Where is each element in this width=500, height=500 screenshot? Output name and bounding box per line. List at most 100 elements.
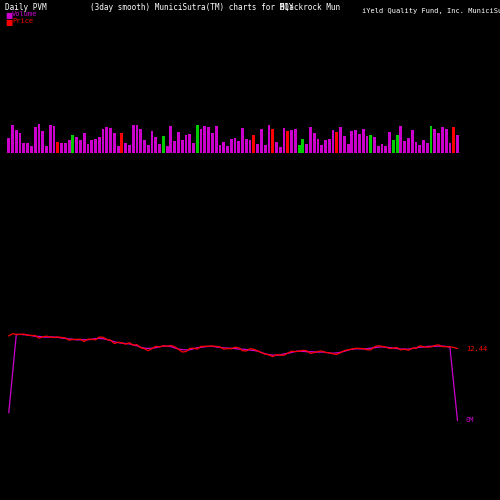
Bar	[264, 145, 266, 152]
Bar	[177, 132, 180, 152]
Bar	[332, 130, 334, 152]
Text: Volume: Volume	[12, 11, 38, 17]
Bar	[136, 125, 138, 152]
Bar	[320, 146, 323, 152]
Text: 12.44: 12.44	[466, 346, 487, 352]
Bar	[181, 140, 184, 152]
Bar	[388, 132, 391, 152]
Bar	[143, 140, 146, 152]
Bar	[373, 137, 376, 152]
Bar	[79, 140, 82, 152]
Text: ■: ■	[5, 11, 12, 20]
Bar	[196, 125, 198, 152]
Bar	[366, 136, 368, 152]
Bar	[362, 130, 364, 152]
Bar	[207, 126, 210, 152]
Text: 0M: 0M	[466, 418, 474, 424]
Bar	[49, 125, 51, 152]
Bar	[98, 136, 100, 152]
Bar	[60, 142, 63, 152]
Bar	[102, 129, 104, 152]
Bar	[26, 144, 29, 152]
Bar	[18, 134, 22, 152]
Bar	[90, 140, 93, 152]
Bar	[370, 135, 372, 152]
Bar	[309, 128, 312, 152]
Bar	[150, 132, 154, 152]
Text: iYeld Quality Fund, Inc. MuniciSutra.com: iYeld Quality Fund, Inc. MuniciSutra.com	[362, 8, 500, 14]
Bar	[305, 144, 308, 152]
Bar	[109, 128, 112, 152]
Bar	[316, 140, 320, 152]
Bar	[238, 140, 240, 152]
Bar	[52, 126, 56, 152]
Bar	[128, 146, 131, 152]
Bar	[448, 142, 452, 152]
Bar	[400, 126, 402, 152]
Bar	[86, 144, 90, 152]
Bar	[279, 146, 281, 152]
Bar	[256, 144, 259, 152]
Bar	[132, 126, 134, 152]
Bar	[422, 140, 425, 152]
Bar	[248, 140, 252, 152]
Text: Price: Price	[12, 18, 33, 24]
Bar	[302, 138, 304, 152]
Bar	[444, 128, 448, 152]
Bar	[140, 128, 142, 152]
Bar	[268, 124, 270, 152]
Bar	[298, 145, 300, 152]
Bar	[452, 126, 455, 152]
Bar	[230, 140, 232, 152]
Bar	[396, 136, 398, 152]
Bar	[245, 139, 248, 152]
Bar	[166, 146, 168, 152]
Bar	[158, 144, 161, 152]
Bar	[411, 130, 414, 152]
Bar	[184, 135, 188, 152]
Bar	[275, 142, 278, 152]
Bar	[336, 132, 338, 152]
Text: ■: ■	[5, 18, 12, 27]
Bar	[214, 126, 218, 152]
Bar	[188, 134, 191, 152]
Bar	[441, 127, 444, 152]
Bar	[407, 138, 410, 152]
Bar	[426, 143, 428, 152]
Bar	[72, 135, 74, 152]
Bar	[343, 136, 346, 152]
Bar	[252, 134, 256, 152]
Bar	[30, 146, 33, 152]
Bar	[45, 146, 48, 152]
Bar	[241, 128, 244, 152]
Bar	[234, 138, 236, 152]
Bar	[226, 146, 229, 152]
Bar	[218, 145, 222, 152]
Bar	[434, 128, 436, 152]
Bar	[290, 130, 293, 152]
Bar	[34, 128, 36, 152]
Bar	[324, 140, 327, 152]
Bar	[154, 137, 157, 152]
Bar	[437, 132, 440, 152]
Bar	[282, 128, 286, 152]
Bar	[211, 134, 214, 152]
Bar	[404, 141, 406, 152]
Bar	[162, 136, 165, 152]
Bar	[83, 133, 86, 152]
Bar	[106, 127, 108, 152]
Bar	[15, 130, 18, 152]
Bar	[124, 143, 127, 152]
Bar	[313, 133, 316, 152]
Bar	[38, 124, 40, 152]
Bar	[75, 137, 78, 152]
Bar	[56, 142, 59, 152]
Bar	[294, 130, 296, 152]
Bar	[8, 138, 10, 152]
Bar	[328, 140, 330, 152]
Bar	[414, 142, 418, 152]
Bar	[392, 140, 395, 152]
Bar	[68, 140, 70, 152]
Bar	[346, 144, 350, 152]
Bar	[200, 130, 202, 152]
